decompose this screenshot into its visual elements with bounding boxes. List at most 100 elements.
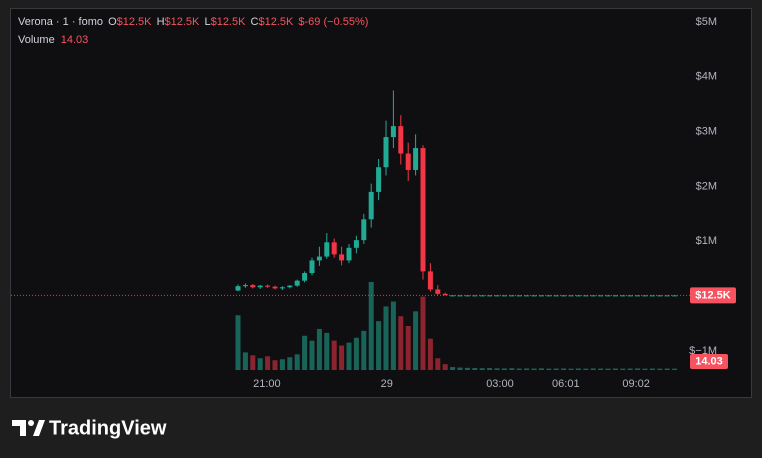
volume-bar <box>250 355 256 370</box>
candle-body <box>457 295 463 297</box>
volume-bar <box>627 368 633 370</box>
volume-bar <box>457 367 463 370</box>
legend: Verona · 1 · fomo O$12.5K H$12.5K L$12.5… <box>18 16 368 28</box>
volume-bar <box>361 330 367 370</box>
volume-bar <box>531 368 537 370</box>
volume-bar <box>331 340 337 370</box>
volume-bar <box>635 368 641 370</box>
candle-body <box>605 295 611 297</box>
logo-mark <box>12 420 26 436</box>
logo-dot <box>28 420 34 426</box>
volume-bar <box>568 368 574 370</box>
volume-bar <box>657 368 663 370</box>
last-price-label: $12.5K <box>695 289 731 301</box>
volume-bar <box>516 368 522 370</box>
candle-body <box>524 295 530 297</box>
candle-body <box>390 126 396 138</box>
candle-body <box>435 289 441 294</box>
candle-body <box>405 153 411 170</box>
candle-body <box>346 247 352 261</box>
volume-bar <box>346 342 352 370</box>
volume-bar <box>509 368 515 370</box>
volume-bar <box>575 368 581 370</box>
candle-body <box>568 295 574 297</box>
candle-body <box>472 295 478 297</box>
high-label: H <box>157 16 165 28</box>
volume-bar <box>435 358 441 370</box>
candle-body <box>501 295 507 297</box>
candle-body <box>531 295 537 297</box>
volume-bar <box>287 357 293 370</box>
plot-area <box>11 90 690 370</box>
volume-bar <box>309 340 315 370</box>
volume-last-label: 14.03 <box>695 355 723 367</box>
close-label: C <box>251 16 259 28</box>
candle-body <box>598 295 604 297</box>
volume-bar <box>494 368 500 370</box>
volume-bar <box>546 368 552 370</box>
volume-bar <box>649 368 655 370</box>
volume-bar <box>316 328 322 370</box>
x-tick-label: 09:02 <box>622 378 650 390</box>
volume-bar <box>583 368 589 370</box>
volume-bar <box>257 358 263 370</box>
candle-body <box>553 295 559 297</box>
candle-body <box>509 295 515 297</box>
candle-body <box>287 285 293 288</box>
volume-bar <box>368 282 374 370</box>
candle-body <box>242 285 248 287</box>
candle-body <box>464 295 470 297</box>
volume-value: 14.03 <box>61 34 89 46</box>
volume-bar <box>472 368 478 370</box>
brand: TradingView <box>49 417 167 439</box>
volume-bar <box>390 301 396 370</box>
volume-bar <box>427 338 433 370</box>
volume-bar <box>294 354 300 370</box>
candle-body <box>324 242 330 257</box>
candle-body <box>627 295 633 297</box>
last-price-box <box>690 287 736 304</box>
candle-body <box>657 295 663 297</box>
candle-body <box>487 295 493 297</box>
x-tick-label: 29 <box>381 378 393 390</box>
y-tick-label: $−1M <box>689 345 717 357</box>
volume-label: Volume <box>18 34 55 46</box>
candle-body <box>672 295 678 297</box>
candle-body <box>442 293 448 296</box>
candle-body <box>294 280 300 286</box>
candle-body <box>353 240 359 248</box>
candle-body <box>361 219 367 241</box>
candle-body <box>250 285 256 288</box>
volume-bar <box>487 368 493 370</box>
candle-body <box>302 273 308 281</box>
volume-bar <box>279 359 285 370</box>
volume-bar <box>339 345 345 370</box>
candle-body <box>575 295 581 297</box>
volume-bar <box>664 368 670 370</box>
candle-body <box>649 295 655 297</box>
volume-bar <box>302 335 308 370</box>
candle-body <box>383 137 389 168</box>
volume-legend: Volume 14.03 <box>18 34 88 46</box>
volume-bar <box>450 367 456 370</box>
volume-bar <box>420 296 426 370</box>
volume-bar <box>672 368 678 370</box>
volume-bar <box>272 360 278 370</box>
candle-body <box>265 285 271 287</box>
x-tick-label: 03:00 <box>486 378 514 390</box>
candle-body <box>272 286 278 289</box>
volume-bar <box>413 311 419 370</box>
volume-bar <box>324 332 330 370</box>
candle-body <box>279 287 285 289</box>
logo: TradingView <box>12 417 167 439</box>
volume-bar <box>620 368 626 370</box>
candle-body <box>479 295 485 297</box>
logo-slash <box>33 420 45 436</box>
x-tick-label: 06:01 <box>552 378 580 390</box>
candle-body <box>235 286 241 291</box>
volume-bar <box>383 306 389 370</box>
x-tick-label: 21:00 <box>253 378 281 390</box>
candle-body <box>420 148 426 272</box>
candle-body <box>664 295 670 297</box>
